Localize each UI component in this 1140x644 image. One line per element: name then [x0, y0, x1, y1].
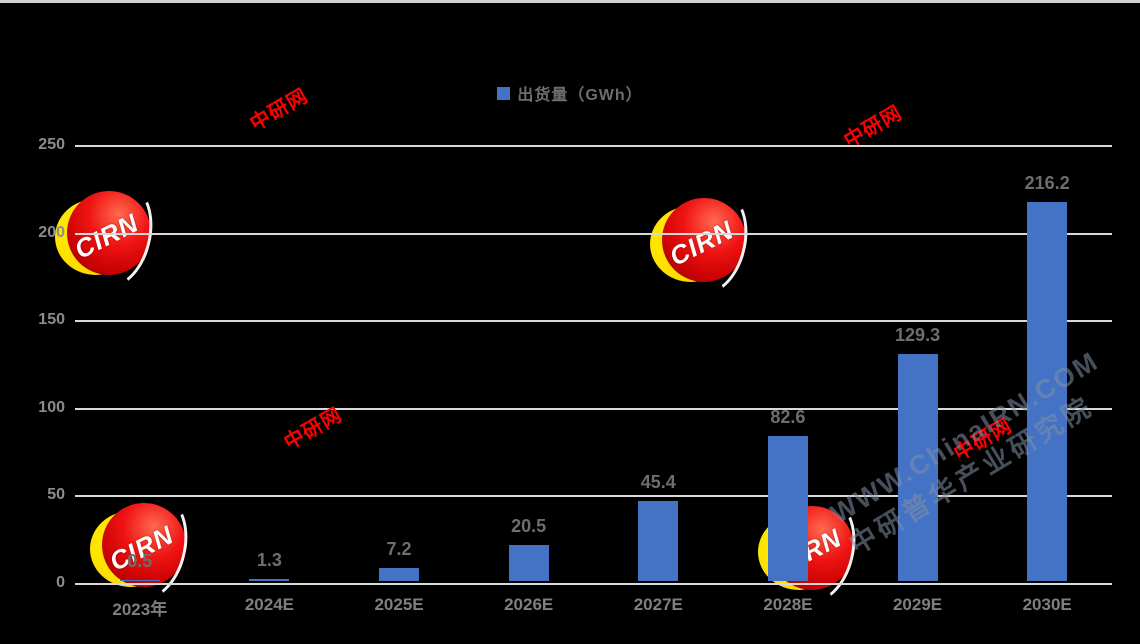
bar — [638, 501, 679, 581]
logo-red-circle — [662, 198, 746, 282]
gridline — [75, 145, 1112, 147]
x-axis-label: 2023年 — [112, 600, 168, 619]
y-tick-label: 0 — [56, 574, 65, 591]
x-axis-label: 2024E — [244, 595, 295, 614]
bar-value-label: 216.2 — [1024, 173, 1070, 193]
bar — [508, 545, 549, 581]
x-axis-label: 2028E — [763, 595, 813, 614]
gridline — [75, 320, 1112, 323]
gridline — [75, 583, 1112, 585]
legend-swatch-icon — [497, 86, 511, 100]
y-tick-label: 100 — [38, 398, 65, 416]
gridline — [75, 407, 1112, 410]
cirn-logo-watermark: CIRN — [90, 488, 198, 608]
gridline — [75, 495, 1112, 498]
legend-label: 出货量（GWh） — [517, 87, 643, 104]
bar — [379, 568, 420, 581]
x-axis-label: 2026E — [504, 595, 554, 614]
bar — [897, 354, 938, 581]
bar-value-label: 129.3 — [895, 325, 941, 345]
chart-legend: 出货量（GWh） — [0, 81, 1140, 105]
x-axis-label: 2027E — [633, 595, 683, 614]
logo-red-circle — [102, 503, 186, 587]
y-tick-label: 250 — [38, 136, 65, 153]
bar-value-label: 82.6 — [770, 407, 806, 427]
bar — [767, 436, 808, 581]
y-tick-label: 200 — [38, 223, 65, 241]
cirn-logo-watermark: CIRN — [650, 183, 758, 303]
gridline — [75, 232, 1112, 235]
y-tick-label: 50 — [47, 486, 65, 504]
bar-value-label: 1.3 — [256, 550, 282, 570]
bar — [119, 580, 160, 581]
x-axis-label: 2025E — [374, 595, 424, 614]
bar — [249, 579, 290, 581]
bar-value-label: 20.5 — [511, 516, 547, 536]
y-tick-label: 150 — [38, 311, 65, 329]
diagonal-watermark: WWW.ChinaIRN.COM 中研普华产业研究院 — [824, 233, 1140, 563]
bar — [1027, 202, 1068, 581]
x-axis-label: 2029E — [892, 595, 943, 614]
x-axis-label: 2030E — [1022, 595, 1072, 614]
bar-value-label: 7.2 — [386, 539, 412, 559]
bar-value-label: 0.5 — [127, 551, 153, 571]
bar-value-label: 45.4 — [640, 472, 676, 492]
